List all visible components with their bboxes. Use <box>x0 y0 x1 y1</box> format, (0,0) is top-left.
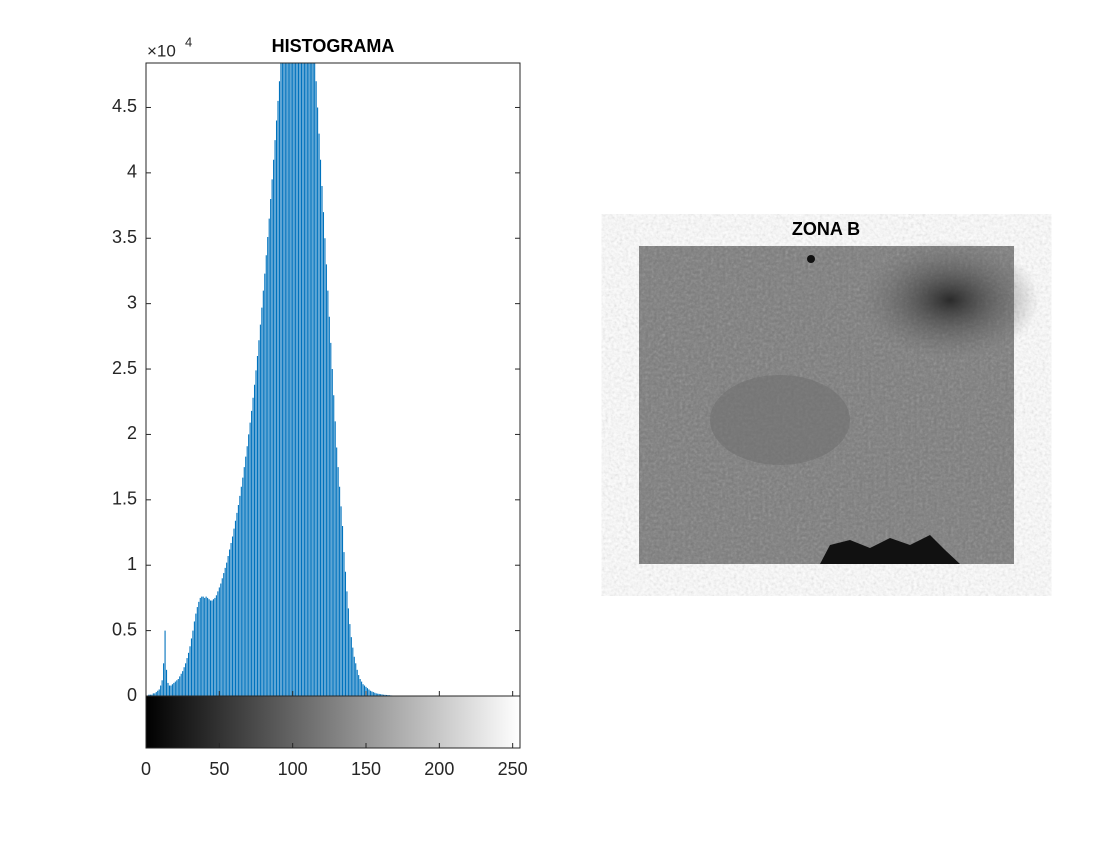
chart-title: HISTOGRAMA <box>272 36 395 56</box>
y-tick-label: 2.5 <box>112 358 137 378</box>
x-tick-label: 250 <box>498 759 528 779</box>
y-tick-label: 3.5 <box>112 227 137 247</box>
y-tick-label: 3 <box>127 292 137 312</box>
y-tick-label: 2 <box>127 423 137 443</box>
image-water <box>820 535 960 564</box>
y-tick-label: 0.5 <box>112 619 137 639</box>
image-city <box>710 375 850 465</box>
y-tick-label: 1.5 <box>112 489 137 509</box>
y-tick-label: 4 <box>127 162 137 182</box>
x-tick-label: 200 <box>424 759 454 779</box>
x-tick-label: 0 <box>141 759 151 779</box>
image-dark-region <box>860 240 1040 360</box>
y-tick-label: 4.5 <box>112 96 137 116</box>
x-tick-label: 150 <box>351 759 381 779</box>
y-tick-label: 0 <box>127 685 137 705</box>
y-exponent: 4 <box>185 34 192 49</box>
y-exponent-base: ×10 <box>147 41 176 60</box>
x-tick-label: 100 <box>278 759 308 779</box>
y-tick-label: 1 <box>127 554 137 574</box>
x-tick-label: 50 <box>209 759 229 779</box>
image-title: ZONA B <box>792 219 860 239</box>
colorbar <box>145 695 521 749</box>
image-lake <box>807 255 815 263</box>
image-panel: ZONA B <box>639 219 1040 564</box>
axes-background <box>146 63 520 696</box>
